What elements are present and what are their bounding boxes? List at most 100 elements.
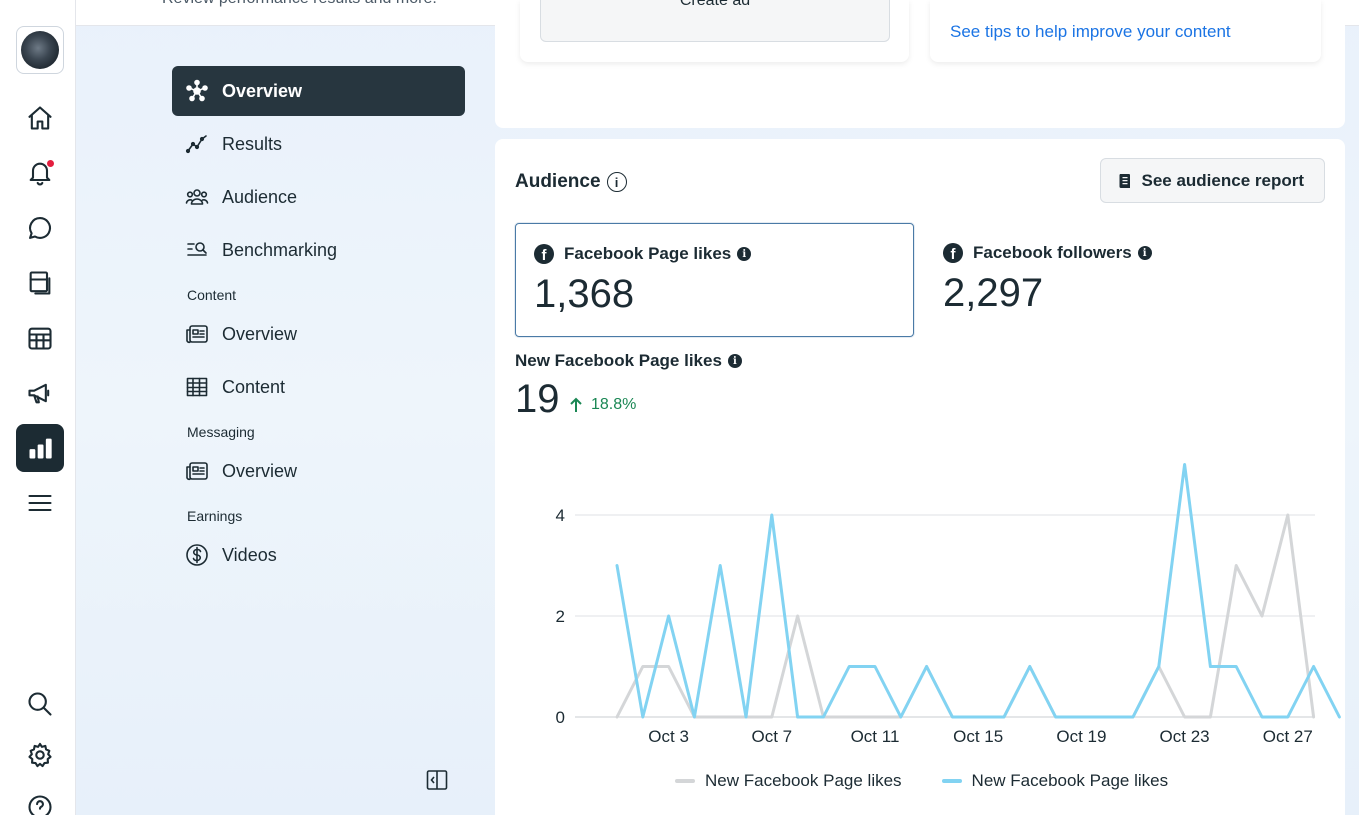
see-audience-report-button[interactable]: See audience report	[1100, 158, 1325, 203]
followers-header: f Facebook followers i	[943, 243, 1306, 263]
series-line-current[interactable]	[615, 463, 1341, 719]
nav-messaging-overview-label: Overview	[222, 460, 298, 481]
nav-content-overview[interactable]: Overview	[172, 309, 465, 359]
new-likes-value: 19	[515, 377, 560, 421]
page-likes-value: 1,368	[534, 272, 635, 316]
legend-label-current: New Facebook Page likes	[971, 771, 1169, 790]
menu-icon	[28, 494, 52, 512]
search-icon	[28, 692, 52, 716]
insights-subnav: Overview Results Audience Benchmarking C…	[172, 66, 465, 583]
info-icon[interactable]: i	[737, 247, 752, 261]
facebook-icon: f	[534, 244, 554, 264]
help-icon	[28, 795, 52, 815]
home-button[interactable]	[16, 94, 64, 142]
nav-benchmarking-label: Benchmarking	[222, 239, 338, 260]
avatar-image	[21, 31, 59, 69]
nav-messaging-overview[interactable]: Overview	[172, 446, 465, 496]
dollar-icon	[184, 542, 210, 568]
nav-overview-label: Overview	[222, 80, 303, 101]
audience-icon	[184, 184, 210, 210]
tips-card: See tips to help improve your content	[930, 0, 1321, 62]
messaging-section-header: Messaging	[187, 424, 255, 440]
content-section-header: Content	[187, 287, 237, 303]
nav-audience[interactable]: Audience	[172, 172, 465, 222]
notifications-button[interactable]	[16, 149, 64, 197]
audience-title-text: Audience	[515, 171, 601, 192]
collapse-sidebar-button[interactable]	[425, 768, 451, 794]
arrow-up-icon	[570, 397, 582, 412]
legend-item-current[interactable]: New Facebook Page likes	[941, 771, 1169, 791]
messaging-overview-icon	[184, 458, 210, 484]
nav-results[interactable]: Results	[172, 119, 465, 169]
legend-swatch-current	[941, 779, 962, 783]
icon-rail	[0, 0, 76, 815]
chat-icon	[29, 217, 52, 239]
tips-link[interactable]: See tips to help improve your content	[950, 22, 1231, 41]
y-tick-label: 0	[556, 708, 565, 727]
results-icon	[184, 131, 210, 157]
report-icon	[1119, 173, 1131, 188]
settings-button[interactable]	[16, 731, 64, 779]
chart-legend: New Facebook Page likes New Facebook Pag…	[675, 771, 1208, 791]
x-tick-label: Oct 27	[1263, 727, 1313, 746]
ad-card: Create ad	[520, 0, 909, 62]
y-tick-label: 2	[556, 607, 565, 626]
page-likes-header: f Facebook Page likes i	[534, 244, 895, 264]
page-likes-metric[interactable]: f Facebook Page likes i 1,368	[515, 223, 914, 337]
x-tick-label: Oct 3	[648, 727, 689, 746]
insights-button[interactable]	[16, 424, 64, 472]
sidebar-toggle-icon	[426, 770, 448, 790]
insights-icon	[29, 438, 52, 459]
all-tools-button[interactable]	[16, 479, 64, 527]
new-likes-delta: 18.8%	[569, 396, 636, 414]
table-icon	[184, 374, 210, 400]
notification-dot	[47, 160, 54, 167]
posts-icon	[29, 271, 51, 295]
nav-content[interactable]: Content	[172, 362, 465, 412]
legend-swatch-prior	[675, 779, 695, 783]
nav-videos[interactable]: Videos	[172, 530, 465, 580]
new-likes-label: New Facebook Page likes	[515, 351, 722, 370]
x-tick-label: Oct 11	[851, 727, 900, 746]
gear-icon	[28, 742, 52, 768]
x-tick-label: Oct 15	[953, 727, 1003, 746]
profile-avatar[interactable]	[16, 26, 64, 74]
planner-button[interactable]	[16, 314, 64, 362]
y-tick-label: 4	[556, 506, 565, 525]
banner-text: Review performance results and more.	[162, 0, 437, 8]
nav-overview[interactable]: Overview	[172, 66, 465, 116]
report-button-label: See audience report	[1141, 170, 1304, 190]
home-icon	[28, 106, 52, 130]
x-tick-label: Oct 7	[751, 727, 792, 746]
overview-icon	[184, 78, 210, 104]
posts-button[interactable]	[16, 259, 64, 307]
nav-benchmarking[interactable]: Benchmarking	[172, 225, 465, 275]
info-icon[interactable]: i	[727, 354, 742, 368]
followers-label: Facebook followers	[973, 243, 1132, 262]
nav-content-label: Content	[222, 376, 286, 397]
info-icon[interactable]: i	[606, 172, 627, 192]
nav-content-overview-label: Overview	[222, 323, 298, 344]
new-likes-chart: 0 2 4 Oct 3 Oct 7 Oct 11 Oct 15 Oct 19 Oct 23 Oct…	[556, 463, 1341, 746]
x-tick-label: Oct 23	[1160, 727, 1210, 746]
calendar-icon	[28, 327, 52, 350]
search-button[interactable]	[16, 680, 64, 728]
audience-title: Audience i	[515, 171, 627, 193]
delta-value: 18.8%	[591, 396, 637, 413]
create-ad-button[interactable]: Create ad	[540, 0, 890, 42]
ads-button[interactable]	[16, 369, 64, 417]
audience-card: Audience i See audience report f Faceboo…	[495, 139, 1345, 815]
inbox-button[interactable]	[16, 204, 64, 252]
earnings-section-header: Earnings	[187, 508, 243, 524]
followers-metric[interactable]: f Facebook followers i 2,297	[925, 223, 1324, 337]
content-overview-icon	[184, 321, 210, 347]
nav-audience-label: Audience	[222, 186, 298, 207]
legend-item-prior[interactable]: New Facebook Page likes	[675, 771, 902, 791]
x-tick-label: Oct 19	[1056, 727, 1106, 746]
info-icon[interactable]: i	[1137, 246, 1152, 260]
help-button[interactable]	[16, 783, 64, 815]
legend-label-prior: New Facebook Page likes	[705, 771, 902, 790]
benchmarking-icon	[184, 237, 210, 263]
new-likes-header: New Facebook Page likes i	[515, 351, 742, 371]
nav-results-label: Results	[222, 133, 283, 154]
